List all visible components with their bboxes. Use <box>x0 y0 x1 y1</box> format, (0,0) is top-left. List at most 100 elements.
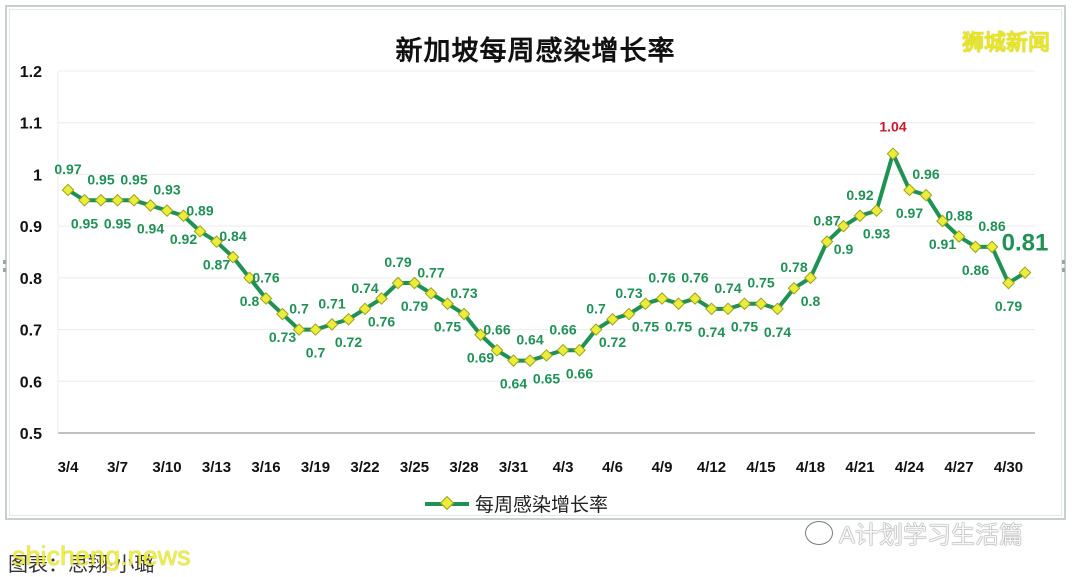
data-point-marker <box>540 349 553 362</box>
data-point-marker <box>688 292 702 305</box>
data-label: 0.79 <box>401 298 428 314</box>
data-point-marker <box>375 292 388 305</box>
data-label: 0.92 <box>846 187 873 203</box>
data-point-marker <box>292 323 306 336</box>
data-point-marker <box>210 235 223 249</box>
x-tick-label: 3/4 <box>58 459 80 476</box>
data-label: 0.94 <box>137 220 164 236</box>
data-point-marker <box>952 230 966 243</box>
data-label: 0.72 <box>599 334 626 350</box>
x-tick-label: 4/6 <box>602 459 623 476</box>
x-tick-label: 3/10 <box>152 459 181 476</box>
data-label: 0.73 <box>615 285 642 301</box>
data-point-marker <box>787 281 801 295</box>
data-label: 0.93 <box>153 182 180 198</box>
legend-label: 每周感染增长率 <box>475 494 609 516</box>
data-point-marker <box>424 287 438 300</box>
data-point-marker <box>457 307 471 321</box>
x-tick-label: 4/21 <box>845 459 874 476</box>
x-tick-label: 3/7 <box>107 459 128 476</box>
data-label: 0.8 <box>801 293 821 309</box>
data-point-marker <box>325 318 339 331</box>
data-point-marker <box>969 240 982 254</box>
x-tick-label: 4/3 <box>553 459 574 476</box>
data-label: 0.74 <box>351 280 378 296</box>
data-point-marker <box>754 297 768 311</box>
data-point-marker <box>903 183 916 197</box>
data-label: 0.74 <box>698 324 725 340</box>
resize-handle-left[interactable] <box>3 260 9 272</box>
data-label: 0.66 <box>549 321 576 337</box>
data-point-marker <box>441 297 454 311</box>
data-point-marker <box>919 188 933 202</box>
site-watermark: shicheng.news <box>12 541 191 571</box>
footer-caption: 图表：思翔·小璐 <box>8 552 155 576</box>
data-point-marker <box>672 297 685 311</box>
x-tick-label: 4/24 <box>895 459 925 476</box>
data-point-marker <box>523 354 537 367</box>
data-point-marker <box>391 276 405 290</box>
y-tick-label: 1.1 <box>20 116 42 133</box>
data-point-marker <box>259 292 273 305</box>
data-label: 0.88 <box>945 207 972 223</box>
data-label: 0.89 <box>186 202 213 218</box>
data-point-marker <box>622 307 636 321</box>
y-axis-labels: 0.5 0.6 0.7 0.8 0.9 1 1.1 1.2 <box>20 64 42 443</box>
x-tick-label: 4/30 <box>994 459 1023 476</box>
data-labels: 0.97 0.95 0.95 0.95 0.95 0.94 0.93 0.92 0.89 0.87… <box>54 119 1048 392</box>
y-tick-label: 0.9 <box>20 219 42 236</box>
data-point-marker <box>1018 266 1032 280</box>
data-label: 0.79 <box>384 254 411 270</box>
data-point-marker <box>870 204 883 217</box>
data-label: 0.81 <box>1002 230 1049 257</box>
data-label: 0.7 <box>306 345 326 361</box>
data-point-marker <box>804 271 817 285</box>
data-label: 0.9 <box>834 241 854 257</box>
data-point-marker <box>936 214 949 228</box>
x-tick-label: 3/19 <box>301 459 330 476</box>
data-label: 0.64 <box>500 376 527 392</box>
data-label: 0.79 <box>995 298 1022 314</box>
data-point-marker <box>94 193 108 207</box>
y-tick-label: 0.8 <box>20 271 42 288</box>
x-tick-label: 3/31 <box>499 459 528 476</box>
data-label: 0.91 <box>929 236 956 252</box>
data-label: 0.71 <box>318 295 345 311</box>
data-point-marker <box>589 323 603 336</box>
data-point-marker <box>61 183 75 197</box>
y-tick-label: 1 <box>33 167 42 184</box>
data-point-marker <box>721 302 735 316</box>
data-label: 0.96 <box>912 166 939 182</box>
data-point-marker <box>705 302 718 316</box>
data-point-marker <box>639 297 652 311</box>
data-label: 0.76 <box>368 314 395 330</box>
data-label: 0.95 <box>87 171 114 187</box>
data-label: 0.76 <box>648 270 675 286</box>
data-label: 1.04 <box>879 119 906 135</box>
data-point-marker <box>507 354 520 367</box>
data-label: 0.72 <box>335 334 362 350</box>
x-tick-label: 4/15 <box>746 459 775 476</box>
x-tick-label: 3/16 <box>251 459 280 476</box>
data-point-marker <box>78 193 91 207</box>
x-tick-label: 4/18 <box>796 459 825 476</box>
legend-line-marker-icon <box>425 501 469 506</box>
data-label: 0.74 <box>714 280 741 296</box>
data-label: 0.75 <box>632 319 659 335</box>
data-label: 0.78 <box>780 259 807 275</box>
data-label: 0.66 <box>566 365 593 381</box>
resize-handle-right[interactable] <box>1062 260 1068 272</box>
legend: 每周感染增长率 <box>425 490 608 517</box>
data-label: 0.76 <box>681 270 708 286</box>
data-point-marker <box>1002 276 1015 290</box>
chart-frame: 新加坡每周感染增长率 狮城新闻 <box>3 5 1068 520</box>
data-label: 0.75 <box>434 319 461 335</box>
data-point-marker <box>853 209 867 223</box>
data-label: 0.77 <box>417 264 444 280</box>
data-point-marker <box>474 328 487 342</box>
brand-watermark: 狮城新闻 <box>961 30 1050 55</box>
data-label: 0.95 <box>120 171 147 187</box>
data-point-marker <box>408 276 421 290</box>
wechat-account-name: A计划学习生活篇 <box>839 522 1024 549</box>
data-point-marker <box>160 204 174 217</box>
